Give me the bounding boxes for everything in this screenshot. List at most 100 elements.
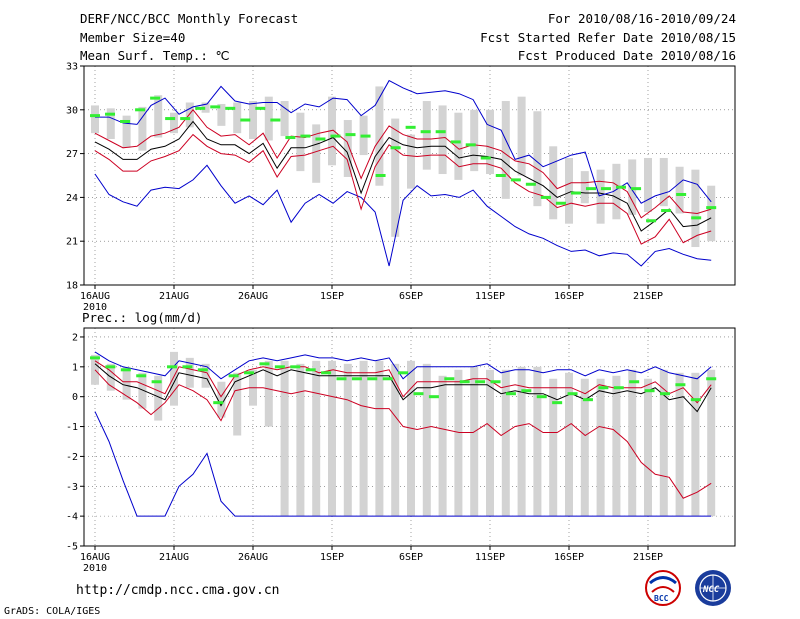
precip-median-mark [629,380,640,384]
temp-median-mark [360,134,371,138]
precip-median-mark [567,392,578,396]
precip-spread-box [328,360,336,517]
precip-median-mark [197,368,208,372]
precip-ytick-label: 1 [72,362,78,373]
fcst-produced-date: Fcst Produced Date 2010/08/16 [517,48,736,63]
temp-series-mean-line [94,120,712,232]
precip-xtick-label: 11SEP [475,552,505,563]
temp-median-mark [495,174,506,177]
precip-spread-box [596,378,605,517]
precip-spread-box [343,363,352,517]
precip-xtick-label: 16SEP [554,552,584,563]
temp-median-mark [105,112,116,116]
forecast-period: For 2010/08/16-2010/09/24 [547,11,736,26]
temp-ytick-label: 33 [66,62,78,73]
chart-title: DERF/NCC/BCC Monthly Forecast [80,11,299,26]
precip-spread-box [517,366,526,517]
temp-xtick-label: 1SEP [320,291,344,302]
precip-median-mark [351,377,362,381]
temp-median-mark [480,156,491,160]
precip-median-mark [90,356,100,360]
temp-spread-box [407,134,415,189]
temp-spread-box [106,108,115,139]
precip-spread-box [170,351,178,406]
precip-median-mark [228,374,239,378]
precip-spread-box [580,378,589,517]
precip-median-mark [167,365,178,369]
precip-median-mark [120,368,131,372]
precip-spread-box [407,360,415,517]
precip-xtick-label: 21AUG [159,552,189,563]
temp-spread-box [170,112,178,134]
temp-spread-box [264,96,273,141]
temp-median-mark [390,146,401,150]
fcst-started-date: Fcst Started Refer Date 2010/08/15 [480,30,736,45]
precip-spread-box [644,378,652,517]
precip-median-mark [398,371,409,375]
precip-median-mark [382,377,393,381]
precip-spread-box [501,369,510,517]
precip-spread-box [391,363,400,517]
precip-median-mark [259,362,270,366]
precip-spread-box [675,372,684,517]
temp-ytick-label: 18 [66,281,78,292]
grads-credit: GrADS: COLA/IGES [4,606,101,617]
temp-median-mark [585,187,596,191]
temp-spread-box [517,96,526,176]
temp-median-mark [195,106,206,110]
temp-spread-box [549,146,558,220]
bcc-logo: BCC [645,570,681,606]
precip-median-mark [521,389,532,393]
temp-median-mark [375,174,386,177]
temp-spread-box [580,171,589,204]
precip-median-mark [336,377,347,381]
precip-ytick-label: -1 [66,422,78,433]
temp-spread-box [501,101,510,199]
temp-spread-box [644,157,652,212]
temp-spread-box [565,157,573,224]
precip-spread-box [533,366,542,517]
temp-plot-frame [83,65,736,286]
temp-median-mark [165,117,176,121]
source-url[interactable]: http://cmdp.ncc.cma.gov.cn [76,583,280,598]
precip-spread-box [264,360,273,427]
precip-median-mark [413,392,424,396]
temp-series-p10-line [94,133,712,245]
temp-median-mark [345,133,356,137]
precip-plot-frame [83,327,736,547]
precip-ytick-label: -3 [66,482,78,493]
temp-median-mark [270,118,281,122]
temp-xtick-year: 2010 [83,302,107,313]
temp-median-mark [210,105,221,109]
temp-spread-box [249,101,257,139]
temp-median-mark [616,185,627,189]
temp-spread-box [454,112,463,180]
temp-median-mark [540,195,551,199]
precip-xtick-label: 6SEP [399,552,423,563]
precip-spread-box [612,375,621,517]
temp-median-mark [225,106,236,110]
precip-median-mark [582,398,593,402]
precip-ytick-label: 0 [72,392,78,403]
precip-spread-box [122,366,131,400]
temp-median-mark [600,187,611,191]
precip-xtick-label: 1SEP [320,552,344,563]
temp-median-mark [240,118,251,122]
temp-median-mark [150,96,161,100]
precip-spread-box [296,363,305,517]
temp-spread-box [312,124,321,183]
precip-xtick-label: 26AUG [238,552,268,563]
temp-median-mark [676,192,687,196]
precip-median-mark [552,401,563,405]
precip-ytick-label: -4 [66,512,78,523]
svg-text:NCC: NCC [702,585,720,595]
precip-spread-box [201,363,210,388]
precip-median-mark [274,365,285,369]
temp-spread-box [675,166,684,214]
temp-median-mark [631,187,642,191]
precip-spread-box [691,372,700,517]
precip-median-mark [151,380,162,384]
temp-spread-box [486,109,494,175]
temp-median-mark [465,143,476,147]
